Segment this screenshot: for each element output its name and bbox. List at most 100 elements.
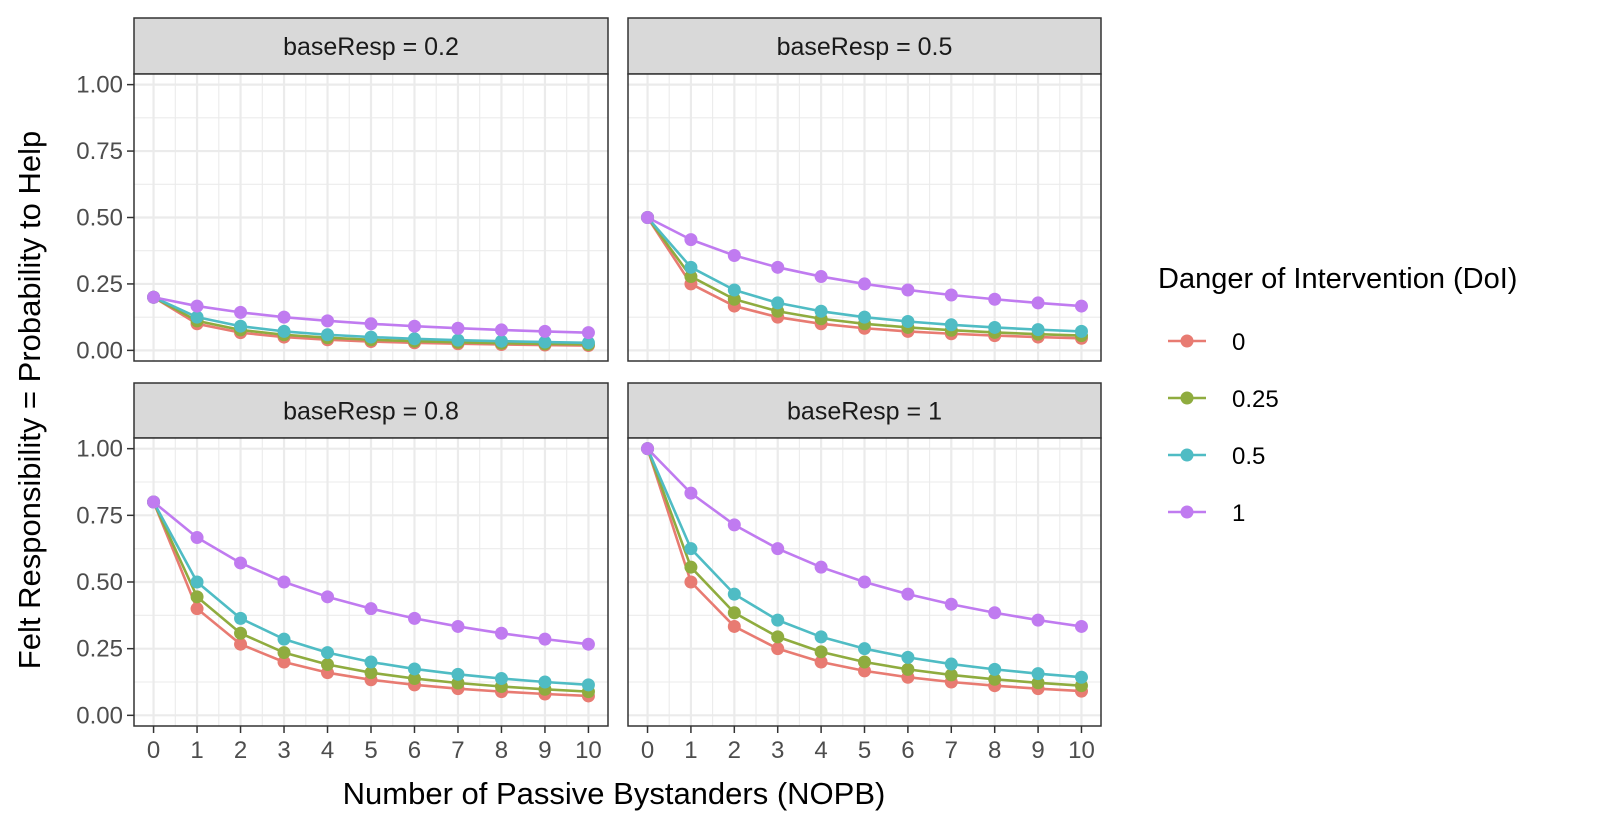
data-point xyxy=(277,632,291,646)
axes-layer: 0.00 0.25 0.50 0.75 1.00 0.00 0.25 0.50 0.75 1.00… xyxy=(76,72,1095,764)
data-point xyxy=(451,333,465,347)
data-point xyxy=(494,672,508,686)
facet-strip-label: baseResp = 0.8 xyxy=(283,398,459,426)
data-point xyxy=(684,575,698,589)
data-point xyxy=(727,587,741,601)
data-point xyxy=(1074,299,1088,313)
data-point xyxy=(407,662,421,676)
data-point xyxy=(494,334,508,348)
data-point xyxy=(858,642,871,656)
x-tick-label: 10 xyxy=(575,737,602,764)
data-point xyxy=(727,292,741,306)
data-point xyxy=(538,632,552,646)
data-point xyxy=(988,662,1002,676)
data-point xyxy=(901,314,915,328)
legend-item: 0.5 xyxy=(1168,443,1265,470)
y-tick-label: 0.75 xyxy=(76,502,123,529)
data-point xyxy=(684,560,698,574)
y-tick-label: 1.00 xyxy=(76,436,123,463)
data-point xyxy=(321,658,335,672)
data-point xyxy=(277,575,291,589)
data-point xyxy=(944,668,958,682)
legend-key-point xyxy=(1180,334,1194,348)
data-point xyxy=(407,672,421,686)
data-point xyxy=(988,320,1002,334)
data-point xyxy=(581,678,595,692)
data-point xyxy=(581,326,595,340)
legend-label: 0.25 xyxy=(1232,386,1279,413)
y-tick-label: 1.00 xyxy=(76,72,123,99)
data-point xyxy=(234,637,248,651)
data-point xyxy=(944,318,958,332)
data-point xyxy=(641,211,655,224)
data-point xyxy=(581,637,595,651)
data-point xyxy=(1031,613,1045,627)
data-point xyxy=(814,630,828,644)
data-point xyxy=(814,655,828,669)
legend-label: 0.5 xyxy=(1232,443,1265,470)
x-tick-label: 9 xyxy=(1031,737,1044,764)
data-point xyxy=(814,270,828,284)
x-tick-label: 7 xyxy=(451,737,464,764)
y-tick-label: 0.75 xyxy=(76,138,123,165)
facet-strip xyxy=(133,17,609,75)
data-point xyxy=(727,283,741,297)
data-point xyxy=(321,646,335,660)
legend-item: 0.25 xyxy=(1168,386,1279,413)
data-point xyxy=(190,531,204,545)
legend-title: Danger of Intervention (DoI) xyxy=(1158,263,1517,295)
data-point xyxy=(277,646,291,660)
legend-label: 1 xyxy=(1232,500,1245,527)
data-point xyxy=(190,602,204,616)
data-point xyxy=(277,324,291,338)
legend: Danger of Intervention (DoI) 0 0.25 0.5 1 xyxy=(1158,263,1517,527)
data-point xyxy=(944,597,958,611)
data-point xyxy=(147,290,161,304)
x-tick-label: 7 xyxy=(945,737,958,764)
data-point xyxy=(190,575,204,589)
x-tick-label: 0 xyxy=(147,737,160,764)
x-tick-label: 10 xyxy=(1068,737,1095,764)
data-point xyxy=(858,655,871,669)
data-point xyxy=(451,321,465,335)
data-point xyxy=(771,296,785,310)
data-point xyxy=(988,672,1002,686)
data-point xyxy=(581,336,595,350)
data-point xyxy=(1074,324,1088,338)
data-point xyxy=(234,556,248,570)
data-point xyxy=(321,314,335,328)
legend-label: 0 xyxy=(1232,329,1245,356)
data-point xyxy=(364,655,378,669)
data-point xyxy=(364,666,378,680)
data-point xyxy=(234,611,248,625)
data-point xyxy=(727,248,741,262)
data-point xyxy=(901,662,915,676)
data-point xyxy=(277,310,291,324)
panel-border xyxy=(627,73,1102,362)
data-point xyxy=(771,613,785,627)
x-tick-label: 0 xyxy=(641,737,654,764)
data-point xyxy=(684,270,698,284)
data-point xyxy=(901,283,915,297)
facet-panel: baseResp = 0.8 xyxy=(133,382,609,727)
x-tick-label: 2 xyxy=(728,737,741,764)
data-point xyxy=(684,260,698,274)
data-point xyxy=(147,495,161,509)
data-point xyxy=(944,657,958,671)
data-point xyxy=(814,304,828,318)
data-point xyxy=(451,667,465,681)
facet-strip-label: baseResp = 0.2 xyxy=(283,33,459,61)
data-point xyxy=(451,619,465,633)
data-point xyxy=(538,335,552,349)
panels-layer: baseResp = 0.2 baseResp = 0.5 baseResp = 0… xyxy=(133,17,1102,727)
legend-item: 0 xyxy=(1168,329,1245,356)
y-tick-label: 0.50 xyxy=(76,569,123,596)
x-tick-label: 8 xyxy=(495,737,508,764)
facet-strip xyxy=(133,382,609,439)
data-point xyxy=(858,664,871,678)
data-point xyxy=(901,650,915,664)
data-point xyxy=(814,645,828,659)
data-point xyxy=(641,442,655,456)
